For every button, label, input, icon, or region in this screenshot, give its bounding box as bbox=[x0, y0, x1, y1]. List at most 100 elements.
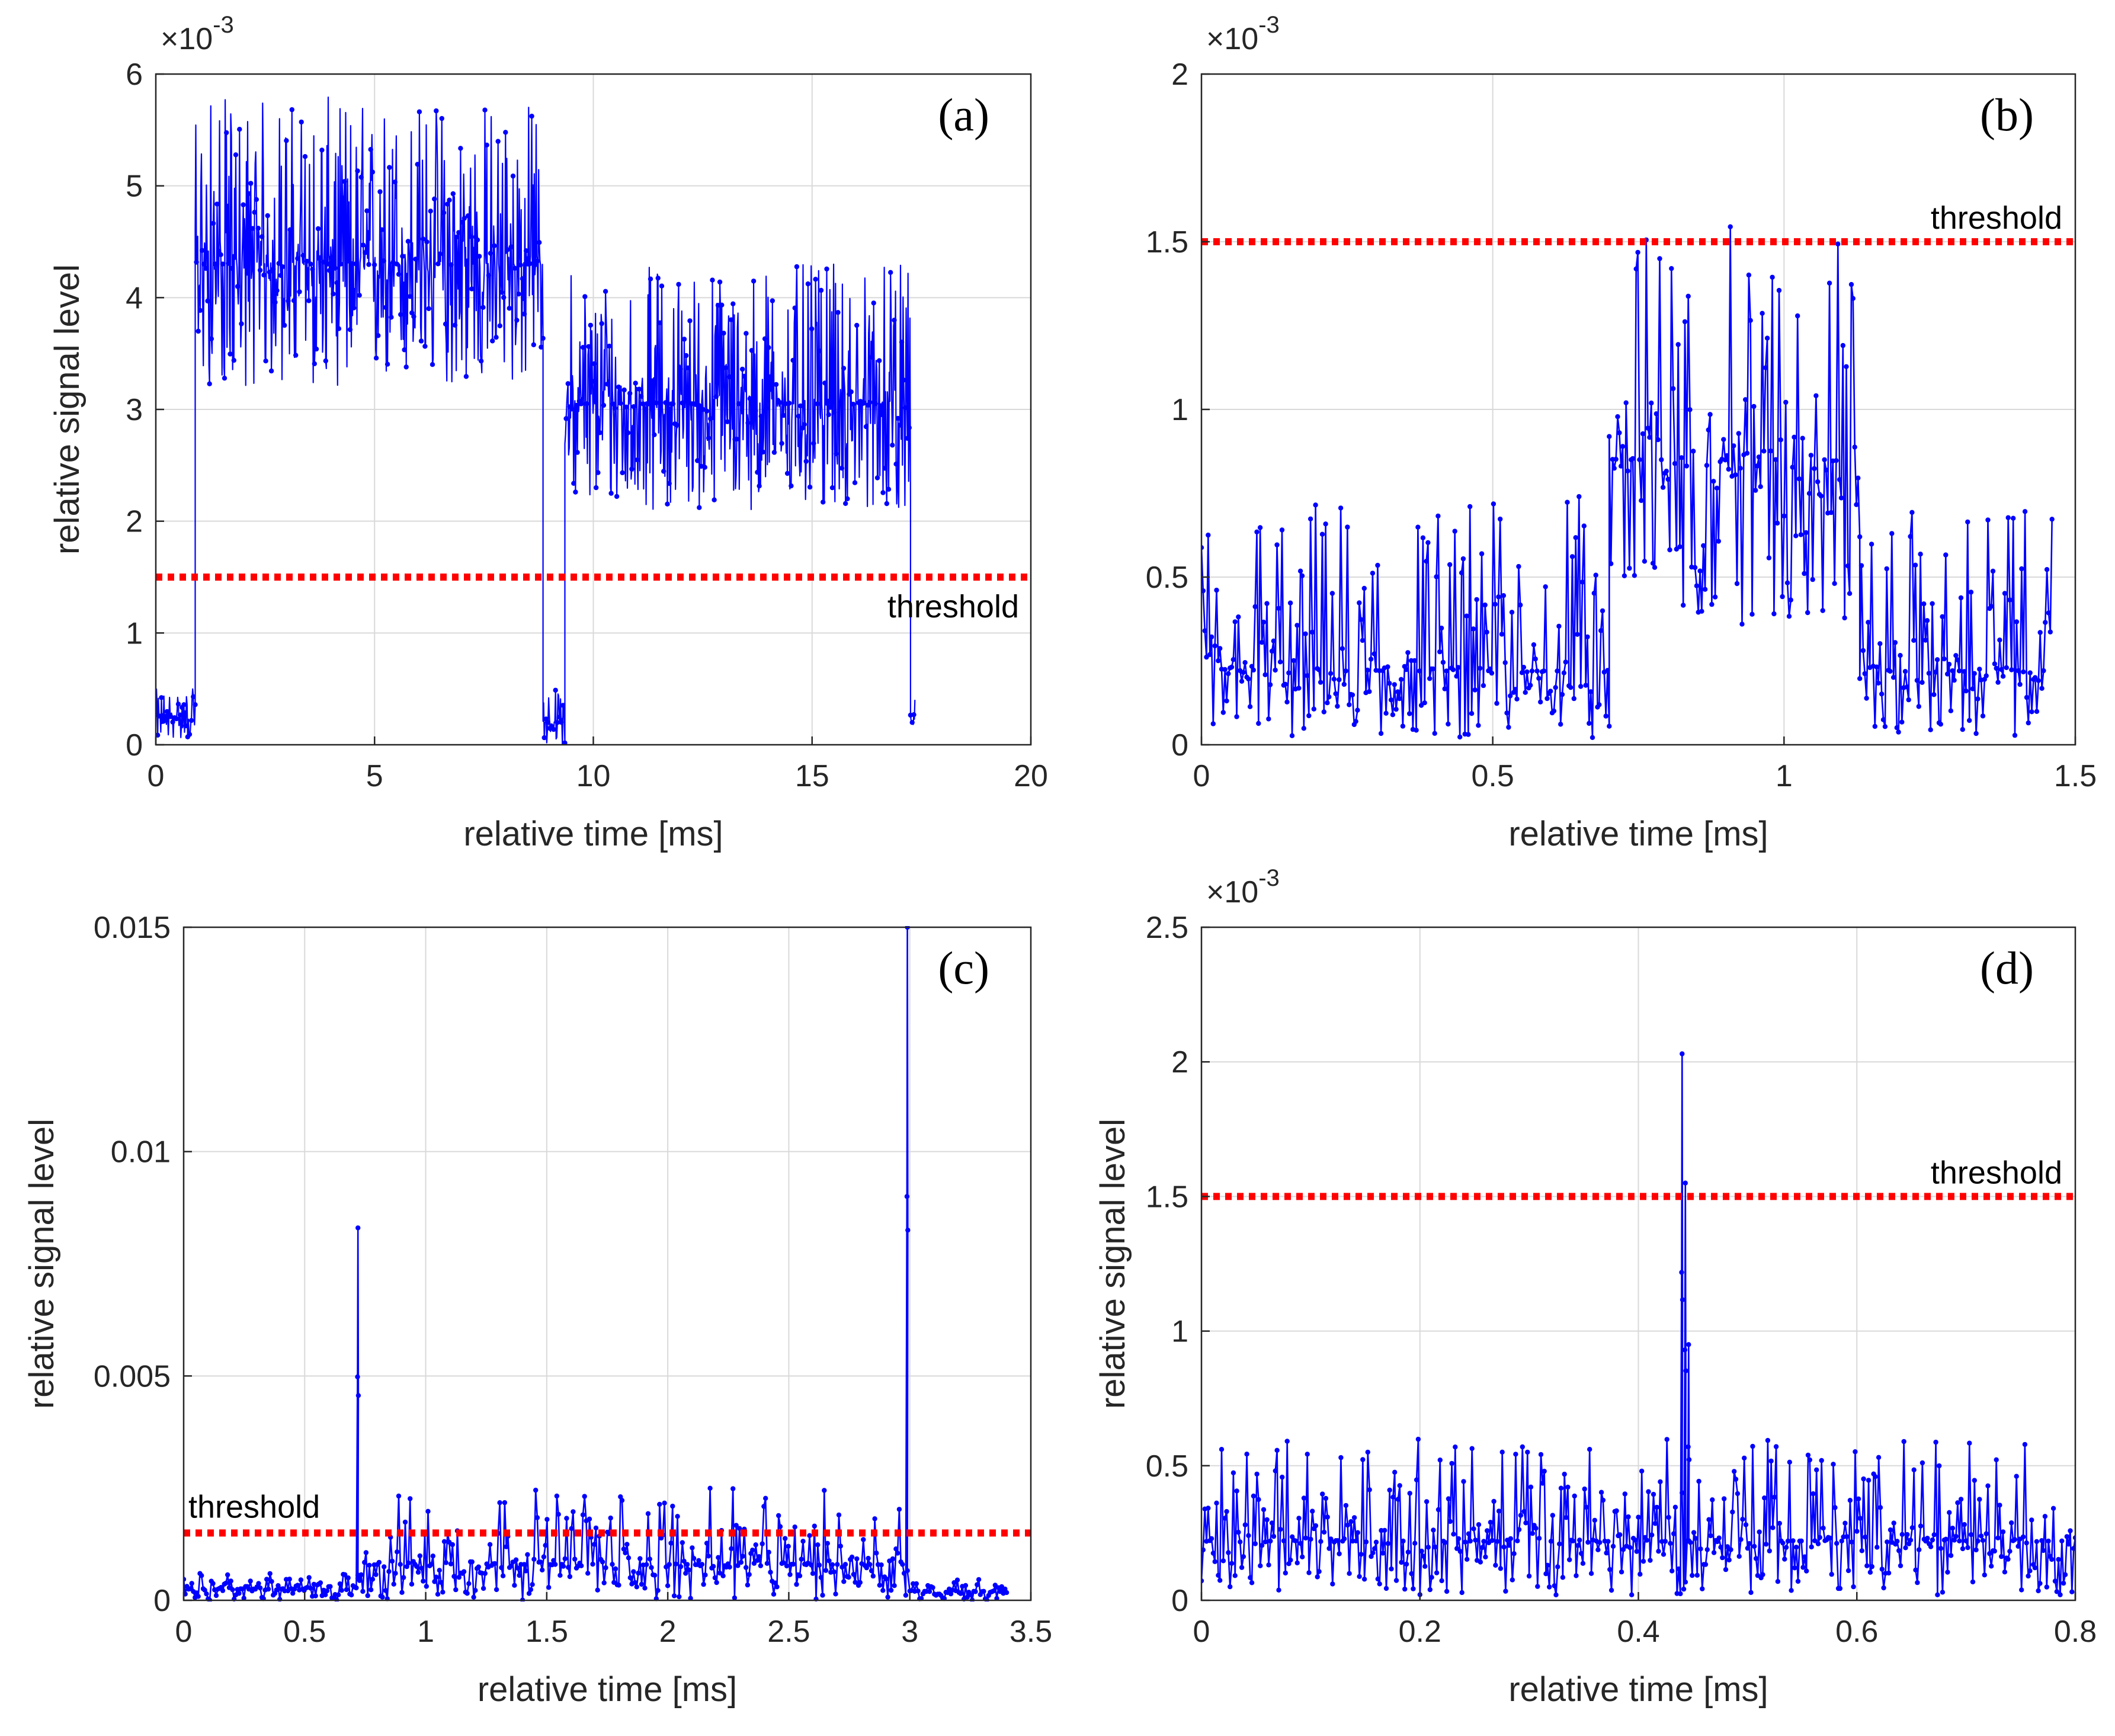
data-point bbox=[1598, 628, 1604, 633]
data-point bbox=[813, 277, 818, 282]
data-point bbox=[381, 258, 386, 264]
data-point bbox=[2064, 1534, 2069, 1539]
data-point bbox=[674, 422, 680, 428]
data-point bbox=[811, 441, 816, 446]
data-point bbox=[805, 281, 811, 287]
data-point bbox=[1842, 1520, 1848, 1526]
data-point bbox=[1466, 1531, 1472, 1536]
threshold-label: threshold bbox=[887, 589, 1019, 624]
data-point bbox=[1254, 1471, 1260, 1477]
data-point bbox=[1387, 681, 1392, 686]
data-point bbox=[1968, 1532, 1974, 1538]
data-layer-d bbox=[1201, 1051, 2075, 1597]
x-tick-label: 0 bbox=[175, 1615, 193, 1649]
data-point bbox=[818, 1575, 824, 1580]
data-point bbox=[2009, 1520, 2014, 1526]
x-tick-label: 0.4 bbox=[1617, 1615, 1659, 1649]
data-point bbox=[438, 1580, 444, 1585]
data-point bbox=[1202, 628, 1207, 633]
data-point bbox=[1906, 697, 1911, 703]
data-point bbox=[1258, 1563, 1263, 1568]
data-point bbox=[701, 1581, 706, 1587]
data-point bbox=[620, 470, 625, 476]
data-point bbox=[310, 267, 315, 272]
data-point bbox=[1509, 610, 1515, 615]
data-point bbox=[666, 1562, 672, 1567]
data-point bbox=[2012, 732, 2018, 738]
data-point bbox=[226, 261, 231, 266]
data-point bbox=[1960, 727, 1965, 732]
data-point bbox=[905, 435, 910, 441]
data-point bbox=[265, 1586, 271, 1592]
data-point bbox=[1802, 1554, 1808, 1559]
data-point bbox=[1662, 1539, 1668, 1544]
data-point bbox=[1951, 1538, 1957, 1543]
data-point bbox=[1212, 1559, 1217, 1564]
data-point bbox=[879, 412, 884, 417]
data-point bbox=[308, 1586, 313, 1591]
data-point bbox=[1995, 1535, 2001, 1540]
data-point bbox=[681, 1558, 687, 1564]
data-point bbox=[1980, 713, 1986, 719]
data-point bbox=[1328, 1536, 1334, 1542]
data-point bbox=[1832, 581, 1837, 586]
data-point bbox=[1943, 1536, 1949, 1542]
data-point bbox=[398, 312, 403, 318]
data-point bbox=[1829, 1571, 1834, 1577]
data-point bbox=[366, 262, 371, 267]
data-point bbox=[564, 1516, 569, 1521]
data-point bbox=[1234, 1488, 1239, 1494]
data-point bbox=[1935, 1592, 1940, 1597]
data-point bbox=[282, 322, 287, 328]
data-point bbox=[1788, 597, 1793, 603]
data-point bbox=[644, 1562, 649, 1567]
data-point bbox=[482, 107, 488, 113]
data-point bbox=[1363, 1539, 1369, 1545]
data-point bbox=[1439, 1578, 1444, 1584]
data-point bbox=[1661, 1552, 1667, 1557]
data-point bbox=[1770, 1525, 1776, 1530]
data-point bbox=[792, 305, 797, 310]
data-point bbox=[683, 1571, 688, 1576]
data-point bbox=[306, 1575, 312, 1580]
data-point bbox=[1572, 1493, 1577, 1499]
data-point bbox=[1226, 671, 1231, 677]
data-point bbox=[1607, 434, 1612, 439]
data-point bbox=[1800, 1565, 1806, 1570]
data-point bbox=[1948, 708, 1954, 713]
data-point bbox=[1407, 1491, 1412, 1496]
data-point bbox=[1480, 683, 1486, 688]
data-point bbox=[1918, 552, 1923, 557]
data-point bbox=[1977, 667, 1982, 672]
data-point bbox=[2043, 620, 2048, 625]
data-point bbox=[2021, 669, 2026, 675]
y-axis-label: relative signal level bbox=[23, 1119, 61, 1409]
data-point bbox=[1262, 1539, 1268, 1545]
data-point bbox=[833, 1591, 838, 1597]
data-point bbox=[877, 358, 882, 363]
data-point bbox=[157, 713, 162, 719]
data-point bbox=[368, 1587, 374, 1593]
data-point bbox=[492, 1561, 498, 1567]
data-point bbox=[1760, 310, 1765, 316]
data-point bbox=[762, 336, 768, 341]
data-point bbox=[405, 239, 411, 244]
data-point bbox=[1724, 453, 1730, 459]
data-point bbox=[1862, 671, 1867, 677]
data-point bbox=[625, 430, 631, 435]
y-tick-label: 1.5 bbox=[1146, 225, 1188, 260]
data-point bbox=[1658, 1479, 1663, 1485]
data-point bbox=[1617, 1532, 1623, 1538]
data-point bbox=[1512, 687, 1518, 692]
data-point bbox=[579, 1563, 584, 1568]
data-point bbox=[1557, 1541, 1562, 1546]
data-point bbox=[1857, 534, 1863, 540]
data-point bbox=[508, 1563, 514, 1568]
data-point bbox=[1925, 1536, 1930, 1541]
data-point bbox=[1457, 734, 1463, 740]
data-point bbox=[1745, 1545, 1751, 1551]
data-point bbox=[236, 1591, 242, 1596]
data-point bbox=[1544, 696, 1550, 702]
data-point bbox=[1545, 1562, 1550, 1568]
